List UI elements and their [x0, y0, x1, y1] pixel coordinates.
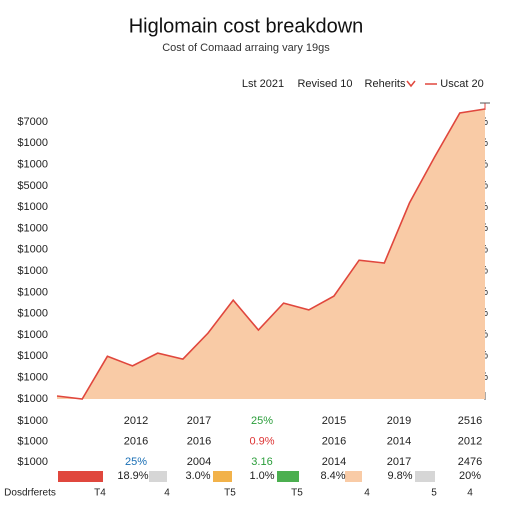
table-cell: 2516 [458, 415, 482, 427]
swatch [213, 471, 232, 482]
table-cell: 2016 [322, 435, 346, 447]
swatch-label: 9.8% [387, 470, 412, 482]
y-label: $5000 [17, 180, 48, 192]
swatch-label: 18.9% [117, 470, 148, 482]
table-cell: 25% [125, 456, 147, 468]
table-cell: 2017 [387, 456, 411, 468]
legend-marker [406, 80, 416, 88]
table-cell: 2014 [322, 456, 346, 468]
table-cell: 2017 [187, 415, 211, 427]
table-cell: 2004 [187, 456, 211, 468]
y-label: $1000 [17, 159, 48, 171]
table-cell: 3.16 [251, 456, 272, 468]
table-cell: 0.9% [249, 435, 274, 447]
table-cell: $1000 [17, 415, 48, 427]
swatch [58, 471, 103, 482]
table-cell: $1000 [17, 435, 48, 447]
y-label: $1000 [17, 222, 48, 234]
foot-cell: 4 [467, 488, 473, 499]
swatch-label: 8.4% [320, 470, 345, 482]
y-label: $7000 [17, 116, 48, 128]
chart-title: Higlomain cost breakdown [129, 15, 364, 37]
swatch-label: 3.0% [185, 470, 210, 482]
table-cell: 2476 [458, 456, 482, 468]
table-cell: 25% [251, 415, 273, 427]
legend-label: Lst 2021 [242, 78, 284, 90]
foot-cell: 4 [364, 488, 370, 499]
swatch [415, 471, 435, 482]
table-cell: 2019 [387, 415, 411, 427]
legend-label: Uscat 20 [440, 78, 483, 90]
y-label: $1000 [17, 265, 48, 277]
table-cell: 2015 [322, 415, 346, 427]
foot-cell: 4 [164, 488, 170, 499]
area-fill [57, 109, 485, 399]
y-label: $1000 [17, 286, 48, 298]
chart-subtitle: Cost of Comaad arraing vary 19gs [162, 42, 330, 54]
table-cell: $1000 [17, 456, 48, 468]
swatch [345, 471, 362, 482]
y-label: $1000 [17, 308, 48, 320]
table-cell: 2014 [387, 435, 411, 447]
y-label: $1000 [17, 350, 48, 362]
table-cell: 2012 [124, 415, 148, 427]
foot-cell: T4 [94, 488, 106, 499]
swatch-label: 20% [459, 470, 481, 482]
series-line [56, 108, 486, 400]
table-cell: 2012 [458, 435, 482, 447]
y-label: $1000 [17, 137, 48, 149]
y-label: $1000 [17, 244, 48, 256]
foot-cell: T5 [224, 488, 236, 499]
foot-cell: 5 [431, 488, 437, 499]
table-cell: 2016 [187, 435, 211, 447]
swatch-label: 1.0% [249, 470, 274, 482]
y-label: $1000 [17, 201, 48, 213]
y-label: $1000 [17, 372, 48, 384]
table-cell: 2016 [124, 435, 148, 447]
foot-cell: Dosdrferets [4, 488, 56, 499]
legend-label: Reherits [365, 78, 406, 90]
swatch [149, 471, 167, 482]
y-label: $1000 [17, 329, 48, 341]
swatch [277, 471, 299, 482]
foot-cell: T5 [291, 488, 303, 499]
legend-label: Revised 10 [297, 78, 352, 90]
y-label: $1000 [17, 393, 48, 405]
